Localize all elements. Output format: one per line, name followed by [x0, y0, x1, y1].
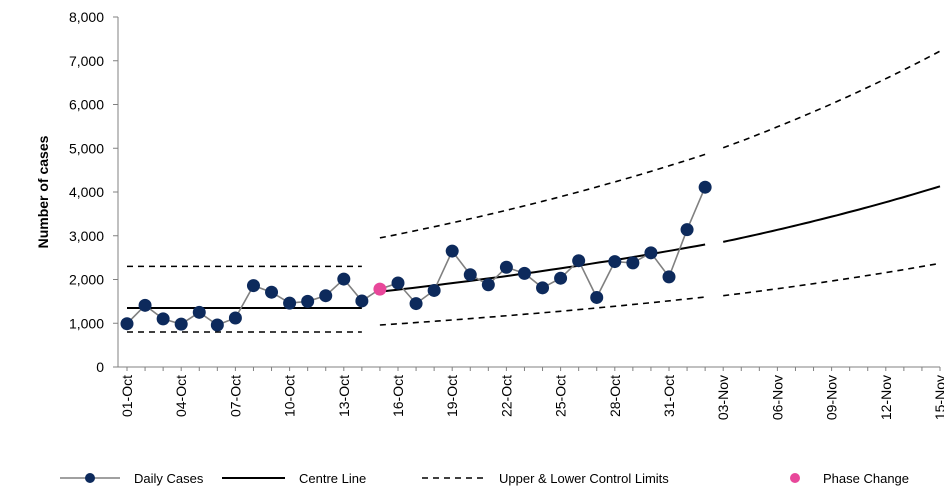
x-tick-label: 01-Oct — [119, 375, 135, 417]
legend-daily-cases-marker — [85, 473, 95, 483]
y-tick-label: 8,000 — [69, 9, 104, 25]
y-tick-label: 4,000 — [69, 184, 104, 200]
lower-control-limit-projection — [723, 262, 941, 297]
daily-cases-point — [156, 312, 170, 326]
y-tick-label: 6,000 — [69, 97, 104, 113]
daily-cases-point — [662, 270, 676, 284]
daily-cases-point — [517, 266, 531, 280]
control-limits — [127, 50, 941, 333]
daily-cases-point — [427, 283, 441, 297]
lower-control-limit-phase2 — [379, 296, 706, 326]
x-tick-label: 19-Oct — [444, 375, 460, 417]
daily-cases-point — [120, 317, 134, 331]
legend-label-centre: Centre Line — [299, 471, 366, 486]
daily-cases-point — [355, 294, 369, 308]
y-axis-ticks: 0 1,000 2,000 3,000 4,000 5,000 6,000 7,000 8,00… — [69, 9, 118, 375]
daily-cases-point — [301, 294, 315, 308]
x-tick-label: 03-Nov — [715, 375, 731, 420]
daily-cases-point — [626, 256, 640, 270]
y-tick-label: 2,000 — [69, 272, 104, 288]
daily-cases-point — [590, 290, 604, 304]
legend-label-daily: Daily Cases — [134, 471, 204, 486]
y-axis-title: Number of cases — [35, 135, 51, 248]
axes: 0 1,000 2,000 3,000 4,000 5,000 6,000 7,000 8,00… — [69, 9, 944, 420]
daily-cases-point — [463, 268, 477, 282]
x-tick-label: 10-Oct — [282, 375, 298, 417]
legend-label-limits: Upper & Lower Control Limits — [499, 471, 669, 486]
daily-cases-point — [337, 272, 351, 286]
daily-cases-point — [680, 223, 694, 237]
x-tick-label: 12-Nov — [878, 375, 894, 420]
upper-control-limit-phase2 — [379, 153, 706, 239]
daily-cases-point — [698, 180, 712, 194]
x-tick-label: 07-Oct — [227, 375, 243, 417]
daily-cases-point — [481, 278, 495, 292]
daily-cases-point — [228, 311, 242, 325]
daily-cases-point — [536, 281, 550, 295]
x-tick-label: 31-Oct — [661, 375, 677, 417]
daily-cases-point — [138, 298, 152, 312]
daily-cases-point — [192, 305, 206, 319]
centre-line-projection — [722, 185, 941, 243]
x-tick-label: 28-Oct — [607, 375, 623, 417]
x-tick-label: 25-Oct — [553, 375, 569, 417]
daily-cases-point — [608, 255, 622, 269]
phase-change-point — [373, 282, 387, 296]
daily-cases-point — [445, 244, 459, 258]
x-tick-label: 13-Oct — [336, 375, 352, 417]
y-tick-label: 3,000 — [69, 228, 104, 244]
x-tick-label: 06-Nov — [769, 375, 785, 420]
daily-cases-point — [554, 271, 568, 285]
legend-phase-change-marker — [790, 473, 800, 483]
x-tick-label: 15-Nov — [932, 375, 944, 420]
daily-cases-point — [174, 317, 188, 331]
y-tick-label: 5,000 — [69, 140, 104, 156]
legend: Daily Cases Centre Line Upper & Lower Cont… — [60, 471, 909, 486]
daily-cases-point — [391, 276, 405, 290]
y-tick-label: 1,000 — [69, 315, 104, 331]
x-tick-label: 22-Oct — [498, 375, 514, 417]
daily-cases-series — [120, 180, 712, 332]
daily-cases-point — [644, 246, 658, 260]
legend-label-phase: Phase Change — [823, 471, 909, 486]
daily-cases-point — [246, 279, 260, 293]
x-tick-label: 16-Oct — [390, 375, 406, 417]
upper-control-limit-projection — [722, 50, 941, 149]
daily-cases-point — [572, 254, 586, 268]
daily-cases-point — [265, 285, 279, 299]
x-axis-ticks: 01-Oct 04-Oct 07-Oct 10-Oct 13-Oct 16-Oct 19-O… — [119, 367, 944, 420]
x-tick-label: 04-Oct — [173, 375, 189, 417]
y-tick-label: 7,000 — [69, 53, 104, 69]
x-tick-label: 09-Nov — [824, 375, 840, 420]
y-tick-label: 0 — [96, 359, 104, 375]
daily-cases-point — [210, 318, 224, 332]
daily-cases-point — [409, 297, 423, 311]
daily-cases-point — [283, 296, 297, 310]
daily-cases-point — [319, 289, 333, 303]
daily-cases-point — [499, 260, 513, 274]
